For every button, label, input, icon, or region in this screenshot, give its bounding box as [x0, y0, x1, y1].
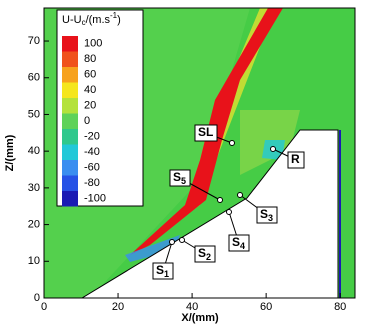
annotation-label: R [291, 152, 300, 166]
annotation-point [270, 146, 276, 152]
y-tick-label: 70 [28, 35, 40, 47]
x-axis-label: X/(mm) [181, 312, 219, 324]
y-tick-label: 40 [28, 145, 40, 157]
annotation-text: SL [198, 125, 213, 139]
x-tick-label: 60 [260, 301, 272, 313]
annotation-box [152, 262, 174, 280]
expansion [125, 235, 180, 262]
shock-layer [130, 8, 283, 255]
colorbar-cell [62, 51, 78, 67]
x-tick-label: 0 [41, 301, 47, 313]
annotation-point [217, 197, 223, 203]
annotation-box [228, 234, 250, 252]
colorbar-label: -80 [84, 177, 100, 189]
annotation-subscript: 1 [164, 269, 169, 279]
colorbar-cell [62, 36, 78, 52]
y-axis-label: Z/(mm) [4, 134, 16, 171]
annotation-subscript: 3 [268, 213, 273, 223]
annotation-subscript: 2 [206, 252, 211, 262]
colorbar-label: 80 [84, 53, 96, 65]
plot-frame [43, 7, 356, 299]
annotation-label: S3 [260, 207, 273, 223]
colorbar: 100 80 60 40 20 0 -20 -40 -60 -80 -100 [62, 36, 106, 207]
body [81, 129, 339, 298]
legend-title: U-Uc/(m.s-1) [62, 11, 121, 27]
annotation-point [179, 237, 185, 243]
y-tick-label: 0 [34, 292, 40, 304]
annotation-label: S2 [198, 246, 211, 262]
annotation-subscript: 5 [181, 176, 186, 186]
annotation-box [287, 151, 305, 169]
annotation-box [256, 206, 278, 224]
annotation-label: SL [198, 125, 213, 139]
annotation-text: S [232, 235, 240, 249]
annotation-text: R [291, 152, 300, 166]
annotation-subscript: 4 [240, 241, 245, 251]
colorbar-label: 0 [84, 115, 90, 127]
colorbar-cell [62, 98, 78, 114]
annotation-label: S5 [173, 170, 186, 186]
x-tick-label: 80 [334, 301, 346, 313]
colorbar-cell [62, 160, 78, 176]
y-tick-label: 50 [28, 108, 40, 120]
y-tick-label: 30 [28, 182, 40, 194]
colorbar-label: -20 [84, 131, 100, 143]
annotation-box [194, 124, 218, 142]
colorbar-label: -40 [84, 146, 100, 158]
annotation-point [226, 209, 232, 215]
x-tick-label: 20 [112, 301, 124, 313]
colorbar-cell [62, 175, 78, 191]
colorbar-label: 40 [84, 84, 96, 96]
colorbar-label: -60 [84, 162, 100, 174]
annotation-label: S4 [232, 235, 245, 251]
y-tick-label: 20 [28, 218, 40, 230]
colorbar-label: -100 [84, 193, 106, 205]
annotation-point [237, 192, 243, 198]
annotation-point [229, 140, 235, 146]
colorbar-cell [62, 113, 78, 129]
annotation-text: S [198, 246, 206, 260]
annotation-text: S [173, 170, 181, 184]
colorbar-cell [62, 82, 78, 98]
colorbar-cell [62, 144, 78, 160]
annotation-text: S [156, 263, 164, 277]
colorbar-cell [62, 67, 78, 83]
annotation-box [194, 245, 216, 263]
colorbar-label: 60 [84, 69, 96, 81]
colorbar-label: 100 [84, 38, 102, 50]
annotation-label: S1 [156, 263, 169, 279]
colorbar-cell [62, 191, 78, 207]
annotation-text: S [260, 207, 268, 221]
colorbar-label: 20 [84, 100, 96, 112]
x-tick-label: 40 [186, 301, 198, 313]
y-tick-label: 60 [28, 72, 40, 84]
y-tick-label: 10 [28, 255, 40, 267]
colorbar-cell [62, 129, 78, 145]
annotation-point [169, 239, 175, 245]
annotation-box [169, 169, 191, 187]
